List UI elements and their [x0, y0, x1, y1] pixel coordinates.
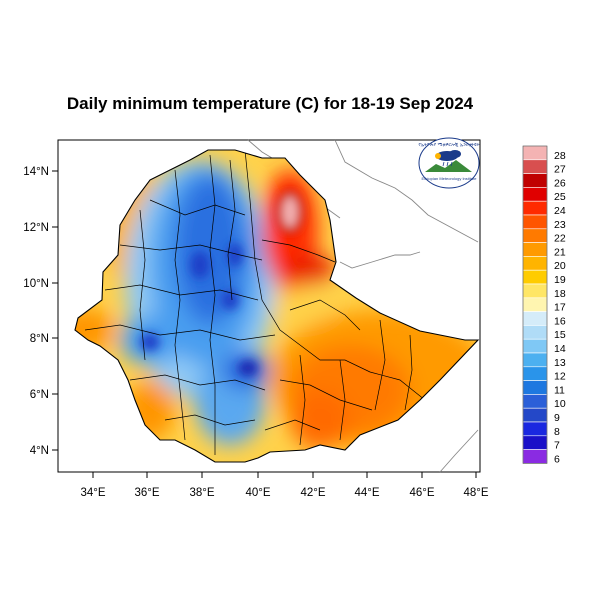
x-tick-label: 34°E — [80, 487, 105, 499]
map-title: Daily minimum temperature (C) for 18-19 … — [66, 94, 474, 113]
y-tick-label: 14°N — [23, 166, 49, 178]
colorbar-swatch — [522, 394, 548, 409]
x-tick-label: 38°E — [189, 487, 214, 499]
logo-arc-text: የኢትዮጵያ ሚቲዎሮሎጂ ኢንስቲትዩት — [418, 143, 479, 148]
colorbar-label: 7 — [554, 440, 560, 452]
colorbar-label: 17 — [554, 302, 566, 314]
colorbar-label: 22 — [554, 233, 566, 245]
colorbar-swatch — [522, 421, 548, 437]
x-tick-label: 44°E — [354, 487, 379, 499]
x-tick-label: 36°E — [134, 487, 159, 499]
colorbar-swatch — [522, 173, 548, 188]
colorbar-label: 23 — [554, 219, 566, 231]
colorbar-swatch — [522, 256, 548, 271]
colorbar-swatch — [522, 325, 548, 340]
country-outline — [74, 149, 480, 463]
colorbar-swatch — [522, 407, 548, 423]
x-tick-label: 48°E — [463, 487, 488, 499]
colorbar-swatch — [522, 449, 548, 464]
colorbar-swatch — [522, 187, 548, 202]
colorbar-label: 12 — [554, 371, 566, 383]
colorbar-label: 14 — [554, 343, 566, 355]
colorbar-swatch — [522, 214, 548, 230]
colorbar-label: 27 — [554, 164, 566, 176]
colorbar-label: 19 — [554, 274, 566, 286]
colorbar-label: 8 — [554, 426, 560, 438]
colorbar-swatch — [522, 435, 548, 450]
colorbar-label: 26 — [554, 177, 566, 189]
institute-logo: የኢትዮጵያ ሚቲዎሮሎጂ ኢንስቲትዩት Ethiopian Meteorol… — [418, 137, 480, 189]
y-tick-label: 8°N — [30, 333, 49, 345]
admin-boundaries — [84, 150, 426, 455]
colorbar-swatch — [522, 242, 548, 257]
colorbar-label: 21 — [554, 246, 566, 258]
y-tick-label: 12°N — [23, 222, 49, 234]
y-tick-label: 6°N — [30, 389, 49, 401]
colorbar-swatch — [522, 283, 548, 299]
x-tick-label: 42°E — [300, 487, 325, 499]
colorbar-swatch — [522, 145, 548, 161]
colorbar-swatch — [522, 366, 548, 381]
colorbar-label: 9 — [554, 412, 560, 424]
y-tick-label: 10°N — [23, 278, 49, 290]
colorbar-label: 28 — [554, 150, 566, 162]
colorbar-label: 15 — [554, 329, 566, 341]
colorbar-label: 10 — [554, 398, 566, 410]
colorbar-label: 20 — [554, 260, 566, 272]
x-tick-label: 46°E — [409, 487, 434, 499]
colorbar-swatch — [522, 269, 548, 285]
logo-sub-text: Ethiopian Meteorology Institute — [422, 176, 478, 181]
y-axis-labels: 14°N 12°N 10°N 8°N 6°N 4°N — [23, 166, 49, 457]
colorbar-swatch — [522, 200, 548, 216]
colorbar-label: 6 — [554, 453, 560, 465]
colorbar-swatch — [522, 338, 548, 354]
colorbar-label: 25 — [554, 191, 566, 203]
colorbar-label: 13 — [554, 357, 566, 369]
x-tick-label: 40°E — [245, 487, 270, 499]
colorbar-frame — [522, 145, 548, 464]
colorbar-label: 24 — [554, 205, 566, 217]
colorbar-swatch — [522, 159, 548, 174]
y-tick-label: 4°N — [30, 445, 49, 457]
colorbar-swatch — [522, 297, 548, 312]
colorbar-swatch — [522, 228, 548, 243]
axis-ticks — [52, 170, 477, 478]
colorbar-label: 11 — [554, 384, 565, 396]
colorbar-label: 16 — [554, 315, 566, 327]
colorbar-swatch — [522, 352, 548, 368]
x-axis-labels: 34°E 36°E 38°E 40°E 42°E 44°E 46°E 48°E — [80, 487, 488, 499]
colorbar-swatch — [522, 380, 548, 395]
colorbar-swatch — [522, 311, 548, 326]
colorbar-label: 18 — [554, 288, 566, 300]
